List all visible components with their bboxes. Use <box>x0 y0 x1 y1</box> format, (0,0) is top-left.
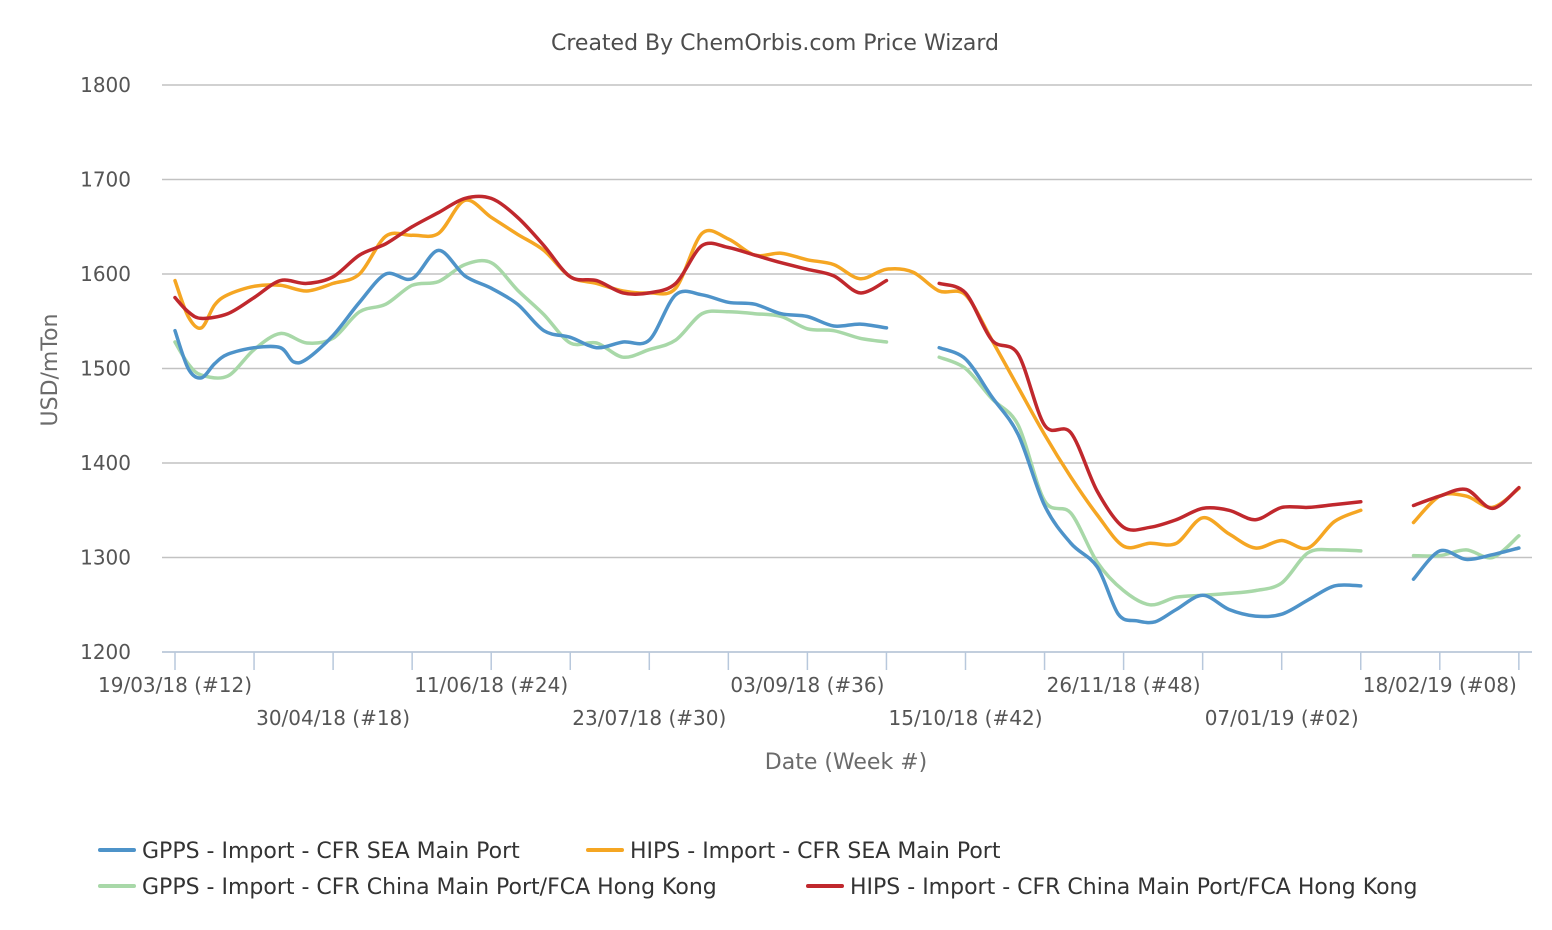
legend-item-4[interactable]: HIPS - Import - CFR China Main Port/FCA … <box>806 875 1417 900</box>
x-axis-label: Date (Week #) <box>765 750 927 775</box>
legend-item-3[interactable]: GPPS - Import - CFR China Main Port/FCA … <box>98 875 717 900</box>
legend-label: GPPS - Import - CFR SEA Main Port <box>142 839 520 864</box>
y-tick-label: 1500 <box>80 357 131 381</box>
gridlines <box>162 84 1532 653</box>
x-tick-label: 19/03/18 (#12) <box>98 673 252 697</box>
x-tick-label: 07/01/19 (#02) <box>1205 706 1359 730</box>
y-tick-label: 1200 <box>80 640 131 664</box>
x-tick-label: 11/06/18 (#24) <box>414 673 568 697</box>
y-axis-label: USD/mTon <box>38 314 63 427</box>
chart-title: Created By ChemOrbis.com Price Wizard <box>551 31 999 56</box>
x-tick-label: 23/07/18 (#30) <box>572 706 726 730</box>
legend-item-1[interactable]: GPPS - Import - CFR SEA Main Port <box>98 839 520 864</box>
x-tick-label: 18/02/19 (#08) <box>1363 673 1517 697</box>
legend-item-2[interactable]: HIPS - Import - CFR SEA Main Port <box>586 839 1001 864</box>
series-line-4 <box>173 194 1521 532</box>
series-line-2 <box>173 198 1521 551</box>
y-axis-ticks: 1200 1300 1400 1500 1600 1700 1800 <box>80 73 131 664</box>
legend-label: HIPS - Import - CFR China Main Port/FCA … <box>850 875 1417 900</box>
x-tick-label: 26/11/18 (#48) <box>1047 673 1201 697</box>
series-line-3 <box>173 258 1521 607</box>
legend-label: HIPS - Import - CFR SEA Main Port <box>630 839 1001 864</box>
series-line-1 <box>173 248 1521 625</box>
x-axis: 19/03/18 (#12)30/04/18 (#18)11/06/18 (#2… <box>98 651 1532 730</box>
y-tick-label: 1300 <box>80 546 131 570</box>
x-tick-label: 03/09/18 (#36) <box>730 673 884 697</box>
y-tick-label: 1700 <box>80 168 131 192</box>
y-tick-label: 1800 <box>80 73 131 97</box>
y-tick-label: 1600 <box>80 262 131 286</box>
legend-label: GPPS - Import - CFR China Main Port/FCA … <box>142 875 717 900</box>
x-tick-label: 15/10/18 (#42) <box>889 706 1043 730</box>
series-lines <box>173 194 1521 625</box>
x-tick-label: 30/04/18 (#18) <box>256 706 410 730</box>
y-tick-label: 1400 <box>80 451 131 475</box>
legend: GPPS - Import - CFR SEA Main Port HIPS - … <box>98 839 1417 900</box>
